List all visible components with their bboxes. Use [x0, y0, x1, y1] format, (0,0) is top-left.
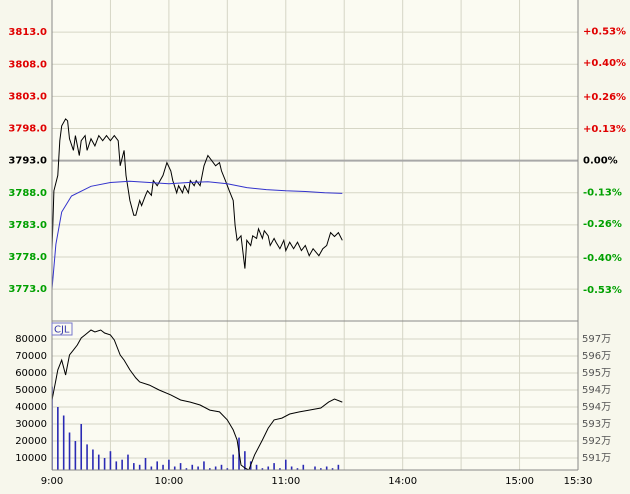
y2-tick-label: 594万: [582, 402, 611, 413]
y2-tick-label: +0.13%: [583, 124, 626, 135]
volume-bar: [74, 441, 77, 470]
volume-bar: [109, 451, 112, 470]
y2-tick-label: 595万: [582, 368, 611, 379]
y2-tick-label: -0.13%: [583, 187, 622, 198]
volume-bar: [92, 449, 94, 470]
volume-bar: [185, 468, 188, 470]
y2-tick-label: 596万: [582, 351, 611, 362]
volume-bar: [144, 458, 147, 470]
volume-bar: [179, 463, 182, 470]
y-tick-label: 30000: [15, 419, 47, 430]
volume-bar: [121, 459, 123, 470]
y2-tick-label: 0.00%: [583, 156, 618, 167]
y2-tick-label: +0.53%: [583, 26, 626, 37]
volume-bar: [302, 464, 305, 470]
y-tick-label: 10000: [15, 453, 47, 464]
volume-bar: [314, 466, 316, 470]
volume-bar: [173, 466, 176, 470]
y2-tick-label: -0.40%: [583, 253, 622, 264]
volume-bar: [290, 466, 293, 470]
y-tick-label: 80000: [15, 334, 47, 345]
volume-bar: [133, 463, 135, 470]
volume-bar: [331, 468, 334, 470]
volume-bar: [337, 464, 340, 470]
y2-tick-label: 591万: [582, 453, 611, 464]
volume-bar: [80, 424, 83, 470]
y-tick-label: 40000: [15, 402, 47, 413]
volume-bar: [267, 466, 270, 470]
y-tick-label: 60000: [15, 368, 47, 379]
volume-bar: [191, 464, 194, 470]
volume-bar: [168, 459, 170, 470]
y2-tick-label: +0.40%: [583, 58, 626, 69]
x-tick-label: 9:00: [41, 476, 63, 487]
volume-bar: [138, 464, 141, 470]
x-tick-label: 14:00: [388, 476, 417, 487]
volume-bar: [156, 461, 158, 470]
y2-tick-label: +0.26%: [583, 92, 626, 103]
line: [52, 118, 343, 269]
volume-bar: [150, 466, 153, 470]
y-tick-label: 3793.0: [8, 156, 47, 167]
y2-tick-label: -0.53%: [583, 285, 622, 296]
volume-bar: [103, 458, 106, 470]
volume-bar: [325, 466, 328, 470]
volume-bar: [220, 464, 223, 470]
x-tick-label: 15:00: [505, 476, 534, 487]
y-tick-label: 3788.0: [8, 188, 47, 199]
y-tick-label: 3813.0: [8, 27, 47, 38]
y-tick-label: 70000: [15, 351, 47, 362]
volume-bar: [308, 469, 310, 470]
volume-bar: [62, 415, 65, 470]
y2-tick-label: 592万: [582, 436, 611, 447]
volume-bar: [197, 466, 199, 470]
volume-bar: [115, 461, 118, 470]
volume-bar: [162, 464, 164, 470]
y-tick-label: 3783.0: [8, 220, 47, 231]
x-tick-label: 11:00: [271, 476, 300, 487]
volume-bar: [68, 432, 71, 470]
volume-bar: [127, 454, 129, 470]
volume-bar: [57, 407, 59, 470]
plot-area: [52, 0, 578, 470]
volume-bar: [209, 468, 211, 470]
volume-bar: [279, 468, 281, 470]
volume-bar: [244, 451, 246, 470]
volume-bar: [296, 468, 299, 470]
x-tick-label: 15:30: [564, 476, 593, 487]
line: [52, 180, 343, 290]
volume-bar: [203, 461, 205, 470]
volume-bar: [226, 468, 229, 470]
y-tick-label: 3808.0: [8, 59, 47, 70]
y-tick-label: 20000: [15, 436, 47, 447]
y2-tick-label: 593万: [582, 419, 611, 430]
y-tick-label: 3803.0: [8, 91, 47, 102]
volume-bar: [214, 466, 217, 470]
y-tick-label: 50000: [15, 385, 47, 396]
y2-tick-label: 597万: [582, 334, 611, 345]
y2-tick-label: -0.26%: [583, 219, 622, 230]
y-tick-label: 3773.0: [8, 284, 47, 295]
volume-bar: [273, 463, 275, 470]
volume-bar: [261, 468, 264, 470]
volume-bar: [86, 444, 88, 470]
y2-tick-label: 594万: [582, 385, 611, 396]
volume-bar: [232, 454, 234, 470]
y-tick-label: 3778.0: [8, 252, 47, 263]
volume-bar: [97, 454, 100, 470]
title-box: [51, 322, 73, 336]
x-tick-label: 10:00: [154, 476, 183, 487]
volume-bar: [320, 468, 322, 470]
volume-title: CJL: [54, 325, 70, 336]
line: [52, 329, 343, 470]
y-tick-label: 3798.0: [8, 124, 47, 135]
volume-bar: [255, 464, 258, 470]
volume-bar: [284, 459, 287, 470]
